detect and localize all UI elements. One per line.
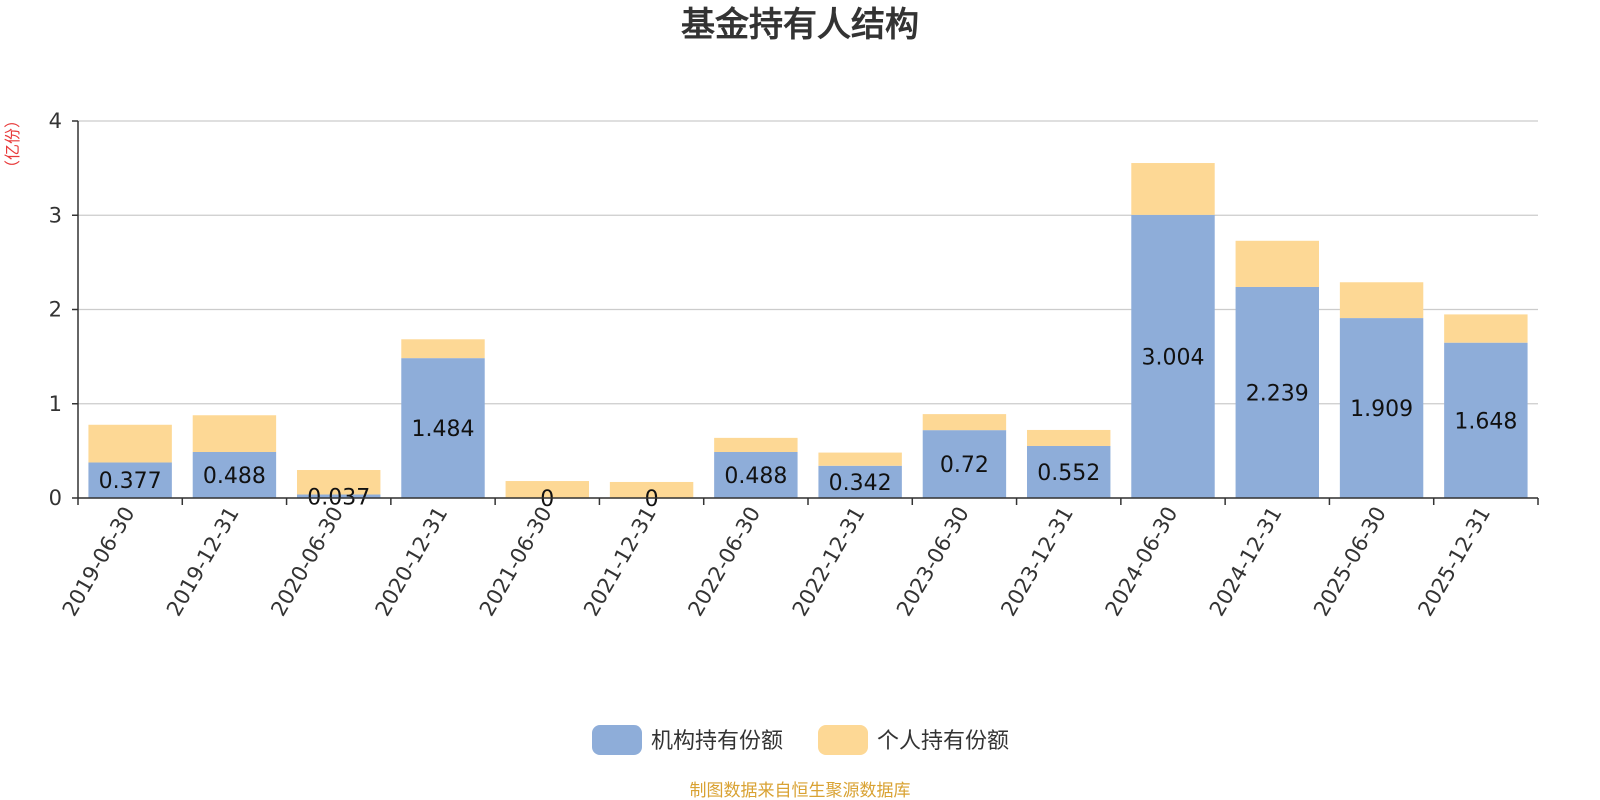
bar-institution-2024-12-31[interactable] xyxy=(1235,286,1319,498)
value-label-institution-2022-06-30: 0.488 xyxy=(724,464,787,489)
bar-institution-2024-06-30[interactable] xyxy=(1131,214,1215,499)
x-tick-label-2022-12-31: 2022-12-31 xyxy=(788,503,870,621)
value-label-institution-2023-06-30: 0.72 xyxy=(940,453,989,478)
value-label-institution-2019-12-31: 0.488 xyxy=(203,464,266,489)
bar-individual-2019-12-31[interactable] xyxy=(192,415,277,453)
bar-individual-2023-12-31[interactable] xyxy=(1027,429,1111,446)
value-label-institution-2020-12-31: 1.484 xyxy=(412,417,475,442)
value-label-institution-2021-06-30: 0 xyxy=(540,487,554,512)
bar-individual-2020-12-31[interactable] xyxy=(401,339,485,359)
x-axis-labels: 2019-06-30 2019-12-31 2020-06-30 2020-12-31… xyxy=(58,503,1496,621)
y-tick-label-3: 3 xyxy=(49,203,62,227)
bar-individual-2022-06-30[interactable] xyxy=(714,437,798,453)
x-tick-label-2021-06-30: 2021-06-30 xyxy=(475,503,557,621)
bars-layer xyxy=(88,163,1528,499)
value-label-institution-2024-12-31: 2.239 xyxy=(1246,381,1309,406)
value-label-institution-2023-12-31: 0.552 xyxy=(1037,461,1100,486)
x-tick-label-2024-12-31: 2024-12-31 xyxy=(1205,503,1287,621)
source-note: 制图数据来自恒生聚源数据库 xyxy=(690,781,911,800)
bar-individual-2025-06-30[interactable] xyxy=(1339,282,1424,319)
value-label-institution-2025-06-30: 1.909 xyxy=(1350,397,1413,422)
x-tick-label-2021-12-31: 2021-12-31 xyxy=(579,503,661,621)
legend-swatch-0[interactable] xyxy=(592,725,642,755)
x-tick-label-2022-06-30: 2022-06-30 xyxy=(683,503,765,621)
bar-institution-2020-12-31[interactable] xyxy=(401,358,485,498)
bar-institution-2023-12-31[interactable] xyxy=(1027,445,1111,498)
y-tick-label-4: 4 xyxy=(49,109,62,133)
x-tick-label-2019-12-31: 2019-12-31 xyxy=(162,503,244,621)
bar-institution-2019-12-31[interactable] xyxy=(192,452,277,498)
bar-institution-2025-12-31[interactable] xyxy=(1444,342,1528,498)
value-label-institution-2022-12-31: 0.342 xyxy=(829,471,892,496)
value-label-institution-2025-12-31: 1.648 xyxy=(1454,409,1517,434)
chart-title: 基金持有人结构 xyxy=(681,5,919,45)
y-tick-label-0: 0 xyxy=(49,486,62,510)
bar-individual-2020-06-30[interactable] xyxy=(297,470,381,495)
legend-label-0[interactable]: 机构持有份额 xyxy=(651,729,783,754)
legend-label-1[interactable]: 个人持有份额 xyxy=(877,729,1009,754)
x-tick-label-2023-12-31: 2023-12-31 xyxy=(996,503,1078,621)
y-axis-unit-label: （亿份） xyxy=(3,112,22,176)
bar-individual-2023-06-30[interactable] xyxy=(922,414,1007,431)
value-label-institution-2024-06-30: 3.004 xyxy=(1142,345,1205,370)
bar-individual-2025-12-31[interactable] xyxy=(1444,314,1528,343)
bar-institution-2019-06-30[interactable] xyxy=(88,462,172,498)
bar-individual-2022-12-31[interactable] xyxy=(818,452,902,466)
y-tick-label-2: 2 xyxy=(49,298,62,322)
bar-individual-2024-06-30[interactable] xyxy=(1131,163,1215,215)
bar-individual-2021-12-31[interactable] xyxy=(609,481,694,498)
x-tick-label-2023-06-30: 2023-06-30 xyxy=(892,503,974,621)
x-tick-label-2020-12-31: 2020-12-31 xyxy=(371,503,453,621)
bar-individual-2021-06-30[interactable] xyxy=(505,481,589,498)
x-tick-label-2025-12-31: 2025-12-31 xyxy=(1413,503,1495,621)
bar-institution-2022-12-31[interactable] xyxy=(818,465,902,498)
bar-individual-2024-12-31[interactable] xyxy=(1235,240,1319,287)
bar-institution-2023-06-30[interactable] xyxy=(922,430,1007,498)
x-tick-label-2020-06-30: 2020-06-30 xyxy=(266,503,348,621)
value-label-institution-2019-06-30: 0.377 xyxy=(99,469,162,494)
legend-swatch-1[interactable] xyxy=(818,725,868,755)
axes-layer: 0 1 2 3 4 xyxy=(49,109,1539,510)
x-tick-label-2019-06-30: 2019-06-30 xyxy=(58,503,140,621)
bar-institution-2025-06-30[interactable] xyxy=(1339,318,1424,498)
bar-individual-2019-06-30[interactable] xyxy=(88,424,172,463)
bar-institution-2020-06-30[interactable] xyxy=(297,494,381,498)
legend: 机构持有份额 个人持有份额 xyxy=(592,725,1009,755)
bar-institution-2022-06-30[interactable] xyxy=(714,452,798,498)
x-tick-label-2025-06-30: 2025-06-30 xyxy=(1309,503,1391,621)
x-tick-label-2024-06-30: 2024-06-30 xyxy=(1101,503,1183,621)
value-label-institution-2021-12-31: 0 xyxy=(645,487,659,512)
y-tick-label-1: 1 xyxy=(49,392,62,416)
